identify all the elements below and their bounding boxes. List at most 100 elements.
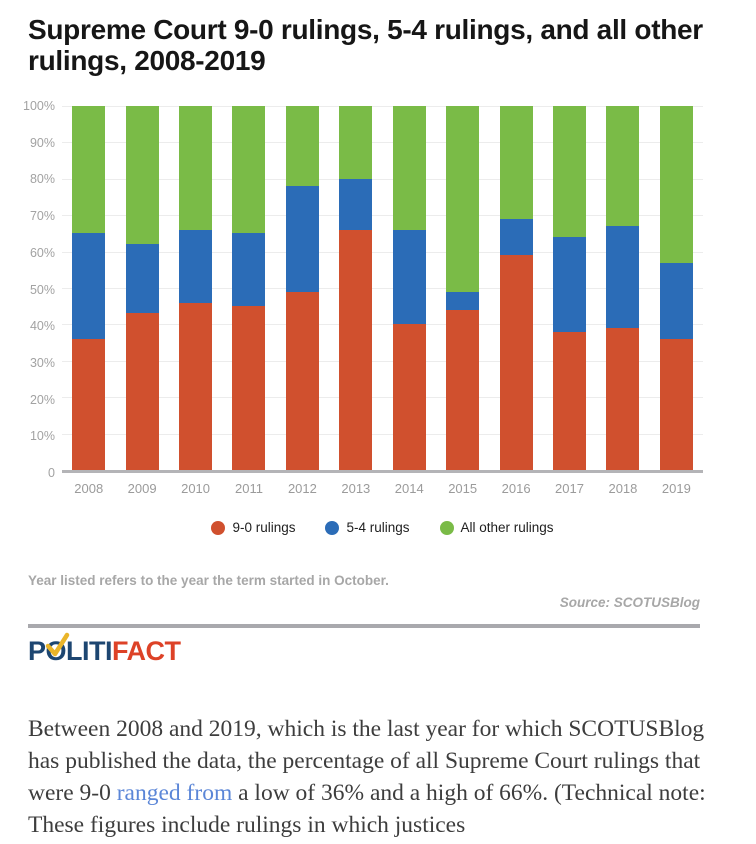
- article-paragraph: Between 2008 and 2019, which is the last…: [28, 713, 728, 841]
- gridline: [62, 397, 703, 399]
- stacked-bar-2008: [72, 106, 106, 470]
- segment-all-other-rulings: [446, 106, 480, 292]
- legend-item-all-other-rulings: All other rulings: [439, 520, 554, 535]
- segment-5-4-rulings: [446, 291, 480, 310]
- x-tick-label-2013: 2013: [341, 481, 371, 496]
- y-tick-label-50pct: 50%: [29, 282, 55, 297]
- ranged-from-link[interactable]: ranged from: [116, 780, 233, 806]
- x-axis-row: 2008 2009 2010 2011 2012 2013 2014 2015 2016 2017…: [28, 473, 728, 496]
- y-tick-label-80pct: 80%: [29, 172, 55, 187]
- segment-9-0-rulings: [72, 338, 106, 470]
- x-tick-label-2018: 2018: [608, 481, 638, 496]
- legend-label-all-other-rulings: All other rulings: [460, 520, 554, 535]
- x-tick-label-2019: 2019: [661, 481, 691, 496]
- bar-2008: [62, 106, 115, 470]
- segment-9-0-rulings: [339, 229, 373, 470]
- bar-2013: [329, 106, 382, 470]
- segment-5-4-rulings: [659, 262, 693, 339]
- legend-dot-icon: [211, 520, 226, 535]
- gridline: [62, 288, 703, 289]
- stacked-bar-2013: [339, 106, 373, 470]
- legend-dot-icon: [325, 520, 340, 535]
- politifact-logo-fact: FACT: [112, 636, 181, 666]
- chart-meta: Year listed refers to the year the term …: [28, 573, 700, 665]
- legend-dot-icon: [439, 520, 454, 535]
- x-tick-label-2015: 2015: [448, 481, 478, 496]
- y-tick-label-20pct: 20%: [29, 392, 55, 407]
- segment-all-other-rulings: [499, 106, 533, 219]
- plot-area: [62, 106, 703, 473]
- x-axis-labels: 2008 2009 2010 2011 2012 2013 2014 2015 2016 2017…: [62, 473, 703, 496]
- segment-all-other-rulings: [285, 106, 319, 187]
- stacked-bar-2017: [553, 106, 586, 470]
- stacked-bar-2018: [606, 106, 640, 470]
- check-icon: [45, 632, 69, 657]
- segment-5-4-rulings: [392, 229, 426, 325]
- legend-label-9-0-rulings: 9-0 rulings: [232, 520, 296, 535]
- bar-2017: [543, 106, 596, 470]
- segment-9-0-rulings: [499, 255, 533, 470]
- politifact-logo-p: P: [28, 636, 46, 666]
- bar-2018: [596, 106, 649, 470]
- segment-9-0-rulings: [125, 313, 159, 470]
- segment-5-4-rulings: [606, 226, 640, 329]
- legend-item-9-0-rulings: 9-0 rulings: [211, 520, 295, 535]
- x-tick-label-2011: 2011: [234, 481, 263, 496]
- x-tick-label-2014: 2014: [394, 481, 424, 496]
- segment-all-other-rulings: [339, 106, 373, 179]
- y-tick-label-0: 0: [48, 466, 55, 480]
- y-tick-label-40pct: 40%: [29, 319, 55, 334]
- legend: 9-0 rulings 5-4 rulings All other rulings: [62, 520, 703, 535]
- divider-line: [28, 624, 700, 628]
- segment-9-0-rulings: [606, 328, 640, 470]
- bar-2015: [436, 106, 489, 470]
- x-tick-label-2009: 2009: [127, 481, 157, 496]
- bar-2009: [115, 106, 168, 470]
- bar-2010: [169, 106, 222, 470]
- y-tick-label-100pct: 100%: [23, 99, 55, 113]
- segment-9-0-rulings: [446, 309, 480, 470]
- y-tick-label-70pct: 70%: [29, 209, 55, 224]
- segment-5-4-rulings: [553, 237, 586, 332]
- segment-5-4-rulings: [285, 186, 319, 292]
- bar-2016: [489, 106, 542, 470]
- politifact-logo: P O LITI FACT: [28, 632, 700, 666]
- gridline: [62, 215, 703, 217]
- y-tick-label-30pct: 30%: [29, 355, 55, 370]
- stacked-bar-2010: [179, 106, 213, 470]
- segment-5-4-rulings: [339, 178, 373, 230]
- stacked-bar-2011: [232, 106, 266, 470]
- stacked-bar-2019: [659, 106, 693, 470]
- segment-all-other-rulings: [72, 106, 106, 234]
- segment-5-4-rulings: [179, 229, 213, 303]
- x-tick-label-2017: 2017: [555, 481, 584, 496]
- segment-5-4-rulings: [125, 244, 159, 314]
- y-tick-label-60pct: 60%: [29, 245, 55, 260]
- article-text-before: Between 2008 and 2019, which is the last…: [28, 716, 705, 806]
- segment-5-4-rulings: [499, 218, 533, 256]
- x-tick-label-2012: 2012: [287, 481, 317, 496]
- legend-label-5-4-rulings: 5-4 rulings: [346, 520, 410, 535]
- bar-2014: [383, 106, 436, 470]
- stacked-bar-2014: [392, 106, 426, 470]
- segment-9-0-rulings: [553, 331, 586, 470]
- politifact-logo-o: O: [45, 632, 69, 665]
- gridline: [62, 433, 703, 435]
- stacked-bar-2009: [125, 106, 159, 470]
- page-title: Supreme Court 9-0 rulings, 5-4 rulings, …: [28, 14, 703, 76]
- rulings-chart: 100% 90% 80% 70% 60% 50% 40% 30% 20% 10% 0 2008 200…: [23, 99, 728, 535]
- gridline: [62, 106, 703, 107]
- article-text-after: a low of 36% and a high of 66%. (Technic…: [28, 780, 706, 838]
- segment-all-other-rulings: [232, 106, 266, 234]
- politifact-logo-liti: LITI: [66, 636, 113, 666]
- segment-all-other-rulings: [553, 106, 586, 238]
- gridline: [62, 360, 703, 362]
- segment-9-0-rulings: [232, 306, 266, 470]
- y-tick-label-90pct: 90%: [29, 135, 55, 150]
- segment-all-other-rulings: [606, 106, 640, 227]
- segment-9-0-rulings: [392, 324, 426, 470]
- y-axis-labels: 100% 90% 80% 70% 60% 50% 40% 30% 20% 10% 0: [23, 99, 62, 480]
- segment-all-other-rulings: [179, 106, 213, 230]
- y-tick-label-10pct: 10%: [29, 429, 55, 444]
